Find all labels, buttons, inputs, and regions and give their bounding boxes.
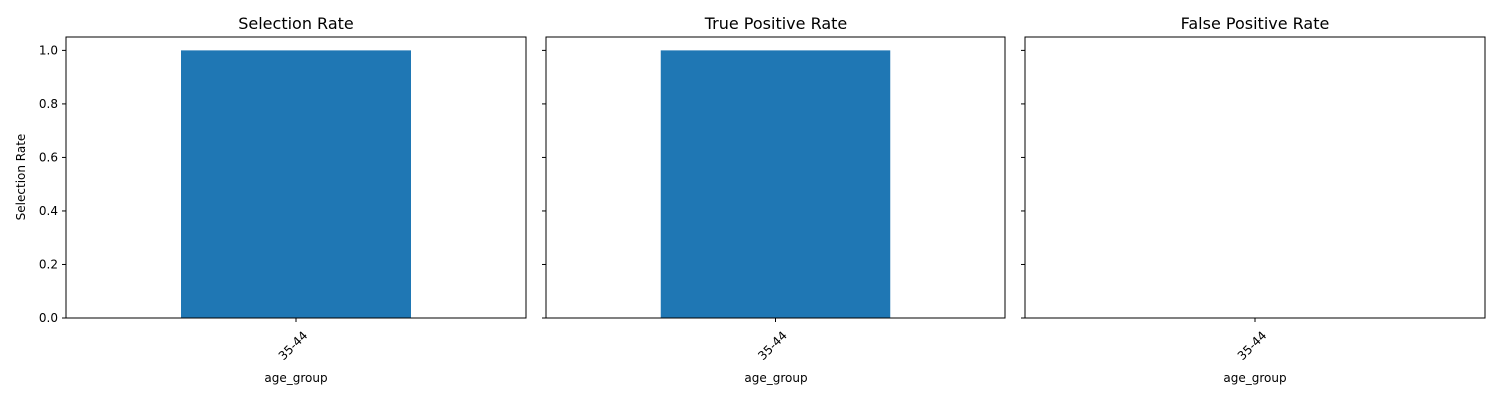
y-tick-label: 1.0: [39, 43, 58, 57]
y-tick-label: 0.8: [39, 97, 58, 111]
bars-group: [181, 50, 411, 318]
bar-35-44: [181, 50, 411, 318]
plot-frame: [1024, 36, 1486, 319]
y-axis-label: Selection Rate: [14, 134, 28, 221]
y-tick-label: 0.6: [39, 150, 58, 164]
x-axis-label: age_group: [744, 371, 807, 385]
x-axis-label: age_group: [264, 371, 327, 385]
panel-title: Selection Rate: [238, 14, 354, 33]
x-axis-label: age_group: [1223, 371, 1286, 385]
plot-frame: [65, 36, 527, 319]
y-tick-label: 0.4: [39, 204, 58, 218]
y-tick-label: 0.0: [39, 311, 58, 325]
panel-title: True Positive Rate: [704, 14, 848, 33]
y-ticks: [1021, 49, 1025, 319]
panel-title: False Positive Rate: [1181, 14, 1330, 33]
bar-35-44: [660, 50, 891, 318]
plot-frame: [545, 36, 1006, 319]
bars-group: [660, 50, 891, 318]
panel-selection-rate: Selection Rate 0.00.20.40.60.81.0 35-44 …: [14, 14, 527, 385]
y-ticks: [542, 49, 546, 319]
y-ticks: 0.0 0.2 0.4 0.6 0.8 1.0: [39, 43, 66, 325]
y-tick-label: 0.2: [39, 257, 58, 271]
